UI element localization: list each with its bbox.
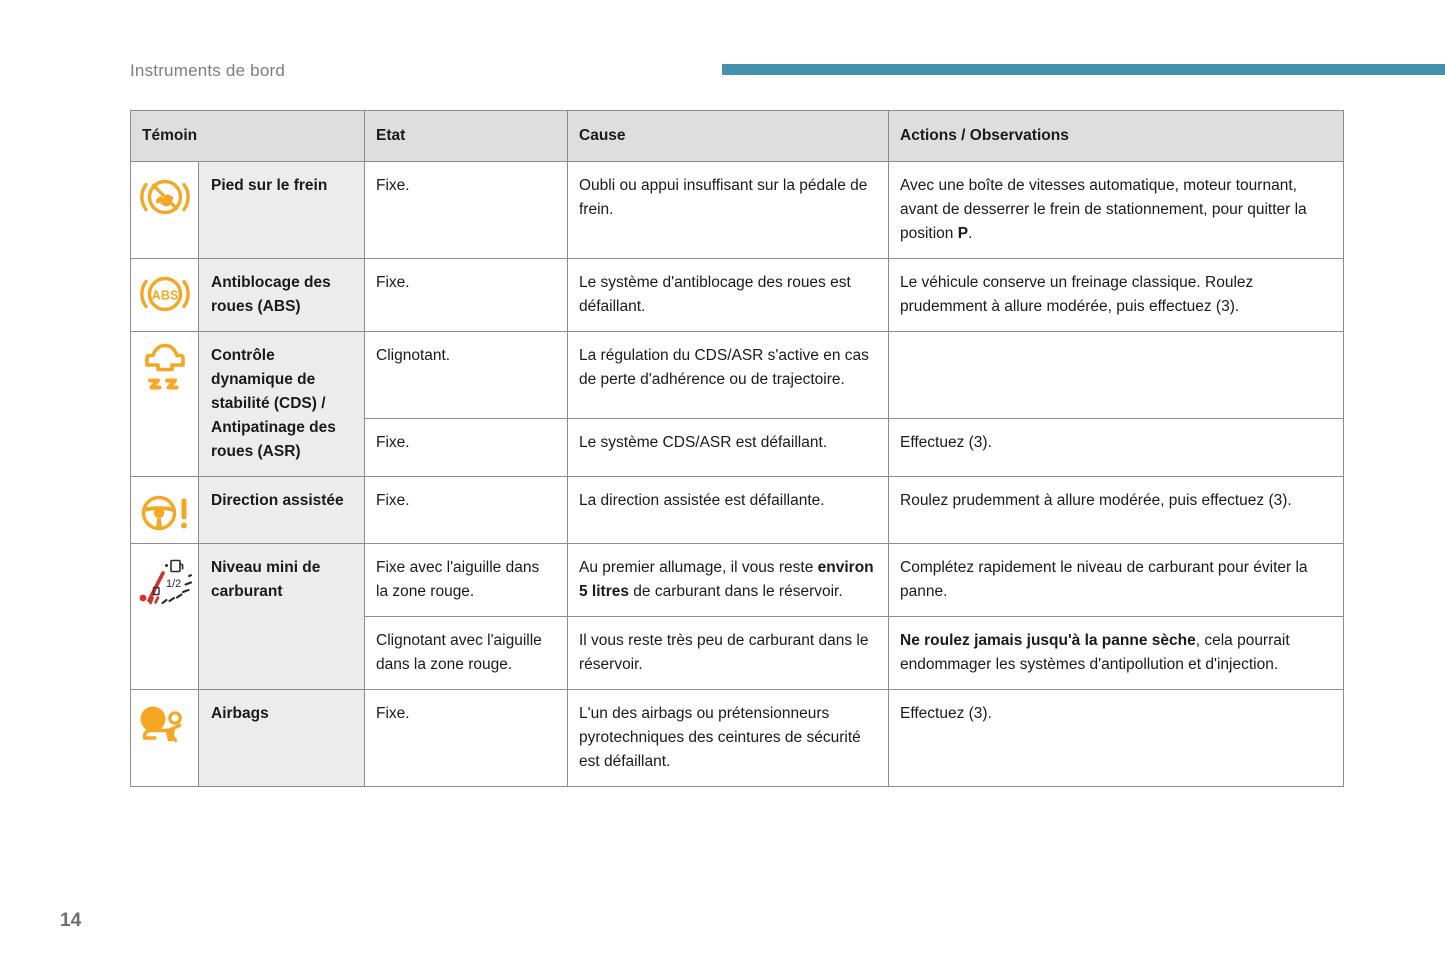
table-row: Pied sur le frein Fixe. Oubli ou appui i… <box>130 161 1344 260</box>
cause-cell: Au premier allumage, il vous reste envir… <box>567 543 889 618</box>
action-cell: Ne roulez jamais jusqu'à la panne sèche,… <box>888 616 1344 691</box>
cause-cell: L'un des airbags ou prétensionneurs pyro… <box>567 689 889 788</box>
temoin-name: Airbags <box>198 689 365 788</box>
cause-cell: Il vous reste très peu de carburant dans… <box>567 616 889 691</box>
action-text-post: , cela pourrait endommager les systèmes … <box>900 632 1290 674</box>
table-row: Contrôle dynamique de stabilité (CDS) / … <box>130 331 1344 478</box>
etat-cell: Clignotant. <box>364 331 568 419</box>
cause-text-post: de carburant dans le réservoir. <box>628 583 843 601</box>
etat-cell: Fixe. <box>364 689 568 788</box>
low-fuel-gauge-icon: 1/2 <box>131 544 198 610</box>
etat-cell: Fixe. <box>364 476 568 545</box>
table-row: 1/2 <box>130 543 1344 691</box>
temoin-icon-cell <box>130 689 199 788</box>
table-row: ABS Antiblocage des roues (ABS) Fixe. Le… <box>130 258 1344 333</box>
cause-cell: Oubli ou appui insuffisant sur la pédale… <box>567 161 889 260</box>
temoin-name: Niveau mini de carburant <box>198 543 365 691</box>
column-header-etat: Etat <box>364 109 568 163</box>
etat-cell: Fixe. <box>364 417 568 478</box>
etat-cell: Clignotant avec l'aiguille dans la zone … <box>364 616 568 691</box>
header-rule <box>722 64 1445 75</box>
temoin-icon-cell: 1/2 <box>130 543 199 691</box>
temoin-name: Direction assistée <box>198 476 365 545</box>
cause-cell: La direction assistée est défaillante. <box>567 476 889 545</box>
temoin-name: Antiblocage des roues (ABS) <box>198 258 365 333</box>
action-cell: Le véhicule conserve un freinage classiq… <box>888 258 1344 333</box>
column-header-cause: Cause <box>567 109 889 163</box>
action-cell: Effectuez (3). <box>888 417 1344 478</box>
temoin-name: Contrôle dynamique de stabilité (CDS) / … <box>198 331 365 478</box>
temoin-icon-cell <box>130 331 199 478</box>
page-number: 14 <box>60 910 82 931</box>
abs-warning-icon: ABS <box>131 259 198 325</box>
action-cell: Roulez prudemment à allure modérée, puis… <box>888 476 1344 545</box>
stability-control-icon <box>131 332 198 398</box>
etat-cell: Fixe. <box>364 161 568 260</box>
brake-pedal-warning-icon <box>131 162 198 228</box>
cause-text-pre: Au premier allumage, il vous reste <box>579 559 818 577</box>
airbag-icon <box>131 690 198 756</box>
page-title: Instruments de bord <box>130 61 285 80</box>
cause-cell: La régulation du CDS/ASR s'active en cas… <box>567 331 889 419</box>
cause-cell: Le système CDS/ASR est défaillant. <box>567 417 889 478</box>
page-header: Instruments de bord <box>130 56 1445 86</box>
svg-text:1/2: 1/2 <box>166 578 181 590</box>
action-cell <box>888 331 1344 419</box>
table-head: Témoin Etat Cause Actions / Observations <box>130 109 1344 163</box>
table-body: Pied sur le frein Fixe. Oubli ou appui i… <box>130 161 1344 788</box>
table-row: Fixe. Le système CDS/ASR est défaillant.… <box>131 417 1344 478</box>
action-cell: Effectuez (3). <box>888 689 1344 788</box>
column-header-actions: Actions / Observations <box>888 109 1344 163</box>
action-text-pre: Avec une boîte de vitesses automatique, … <box>900 177 1307 243</box>
action-text-post: . <box>968 225 973 243</box>
temoin-icon-cell <box>130 161 199 260</box>
power-steering-icon <box>131 477 198 543</box>
temoin-icon-cell: ABS <box>130 258 199 333</box>
action-cell: Complétez rapidement le niveau de carbur… <box>888 543 1344 618</box>
cause-text-bold: environ 5 litres <box>579 559 874 601</box>
svg-text:ABS: ABS <box>151 289 177 303</box>
warning-lights-table: Témoin Etat Cause Actions / Observations <box>130 109 1344 788</box>
action-text-bold: Ne roulez jamais jusqu'à la panne sèche <box>900 632 1196 650</box>
table-row: Clignotant avec l'aiguille dans la zone … <box>131 616 1344 691</box>
cause-cell: Le système d'antiblocage des roues est d… <box>567 258 889 333</box>
table-header-row: Témoin Etat Cause Actions / Observations <box>130 109 1344 163</box>
table-row: Airbags Fixe. L'un des airbags ou préten… <box>130 689 1344 788</box>
etat-cell: Fixe avec l'aiguille dans la zone rouge. <box>364 543 568 618</box>
action-cell: Avec une boîte de vitesses automatique, … <box>888 161 1344 260</box>
etat-cell: Fixe. <box>364 258 568 333</box>
temoin-name: Pied sur le frein <box>198 161 365 260</box>
action-text-bold: P <box>957 225 969 243</box>
temoin-icon-cell <box>130 476 199 545</box>
column-header-temoin: Témoin <box>130 109 365 163</box>
table-row: Direction assistée Fixe. La direction as… <box>130 476 1344 545</box>
